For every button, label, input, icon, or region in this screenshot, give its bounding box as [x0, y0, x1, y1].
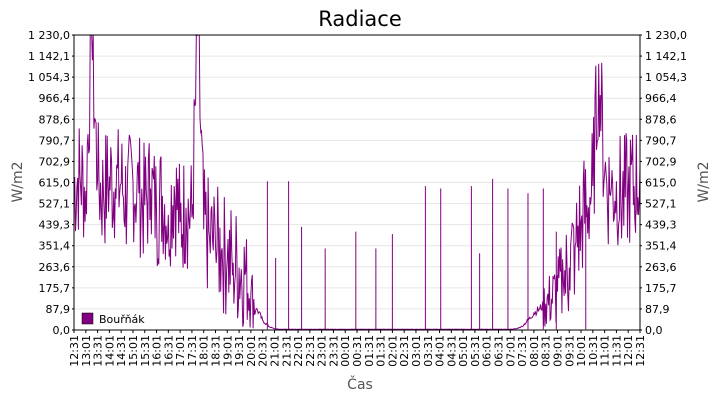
- y-tick-label: 1 142,1: [28, 50, 70, 63]
- y-tick-label: 439,3: [39, 219, 71, 232]
- y-tick-label-right: 87,9: [645, 303, 670, 316]
- y-tick-label: 527,1: [39, 198, 71, 211]
- y-tick-label: 615,0: [39, 177, 71, 190]
- x-tick-label: 16:31: [162, 335, 175, 367]
- x-tick-label: 17:01: [174, 335, 187, 367]
- y-tick-label-right: 966,4: [645, 92, 677, 105]
- y-tick-label: 0,0: [53, 324, 71, 337]
- x-tick-label: 06:01: [481, 335, 494, 367]
- x-tick-label: 19:01: [221, 335, 234, 367]
- y-tick-label: 87,9: [46, 303, 71, 316]
- x-tick-label: 03:01: [410, 335, 423, 367]
- legend: Bouřňák: [81, 312, 145, 326]
- y-tick-label: 790,7: [39, 134, 71, 147]
- x-tick-label: 02:01: [386, 335, 399, 367]
- y-axis-title-right: W/m2: [696, 161, 712, 202]
- y-tick-label: 263,6: [39, 261, 71, 274]
- x-tick-label: 17:31: [186, 335, 199, 367]
- x-tick-label: 14:31: [115, 335, 128, 367]
- y-tick-label-right: 0,0: [645, 324, 663, 337]
- y-tick-label: 702,9: [39, 155, 71, 168]
- x-tick-label: 13:31: [92, 335, 105, 367]
- y-axis-right: 0,0 87,9 175,7 263,6 351,4 439,3 527,1 615,0 702…: [640, 29, 687, 337]
- y-tick-label-right: 351,4: [645, 240, 677, 253]
- x-tick-label: 10:31: [587, 335, 600, 367]
- x-axis-title: Čas: [347, 375, 373, 393]
- x-tick-label: 10:01: [575, 335, 588, 367]
- y-tick-label-right: 615,0: [645, 177, 677, 190]
- x-tick-label: 01:31: [375, 335, 388, 367]
- x-tick-label: 08:31: [540, 335, 553, 367]
- x-tick-label: 04:31: [445, 335, 458, 367]
- x-tick-label: 11:01: [599, 335, 612, 367]
- x-tick-label: 01:31: [363, 335, 376, 367]
- x-tick-label: 02:31: [398, 335, 411, 367]
- x-tick-label: 07:31: [516, 335, 529, 367]
- x-tick-label: 09:01: [551, 335, 564, 367]
- x-tick-label: 15:31: [139, 335, 152, 367]
- y-tick-label-right: 527,1: [645, 198, 677, 211]
- legend-label: Bouřňák: [99, 313, 145, 326]
- x-tick-label: 20:31: [257, 335, 270, 367]
- x-tick-label: 06:31: [493, 335, 506, 367]
- y-tick-label: 175,7: [39, 282, 71, 295]
- x-tick-label: 05:31: [469, 335, 482, 367]
- x-tick-label: 23:31: [327, 335, 340, 367]
- x-tick-label: 12:01: [622, 335, 635, 367]
- y-tick-label: 1 230,0: [28, 29, 70, 42]
- y-tick-label-right: 1 054,3: [645, 71, 687, 84]
- x-tick-label: 18:01: [198, 335, 211, 367]
- y-tick-label: 966,4: [39, 92, 71, 105]
- x-tick-label: 08:01: [528, 335, 541, 367]
- x-tick-label: 15:01: [127, 335, 140, 367]
- x-tick-label: 07:01: [504, 335, 517, 367]
- series-line-bournak: [73, 34, 641, 330]
- series-area: [73, 34, 641, 330]
- x-tick-label: 11:31: [610, 335, 623, 367]
- x-tick-label: 23:01: [316, 335, 329, 367]
- x-tick-label: 14:01: [103, 335, 116, 367]
- y-axis-title-left: W/m2: [10, 161, 26, 202]
- y-tick-label: 878,6: [39, 113, 71, 126]
- x-tick-label: 16:01: [151, 335, 164, 367]
- x-tick-label: 00:31: [351, 335, 364, 367]
- y-tick-label-right: 1 142,1: [645, 50, 687, 63]
- x-tick-label: 03:31: [422, 335, 435, 367]
- chart-title: Radiace: [318, 7, 402, 31]
- y-tick-label-right: 439,3: [645, 219, 677, 232]
- y-tick-label-right: 878,6: [645, 113, 677, 126]
- y-tick-label-right: 702,9: [645, 155, 677, 168]
- x-tick-label: 05:01: [457, 335, 470, 367]
- y-axis-left: 0,0 87,9 175,7 263,6 351,4 439,3 527,1 615,0 702…: [28, 29, 74, 337]
- x-tick-label: 20:01: [245, 335, 258, 367]
- legend-swatch: [81, 312, 94, 325]
- x-tick-label: 22:01: [292, 335, 305, 367]
- x-tick-label: 12:31: [68, 335, 81, 367]
- x-tick-label: 21:01: [268, 335, 281, 367]
- y-tick-label-right: 175,7: [645, 282, 677, 295]
- y-tick-label-right: 263,6: [645, 261, 677, 274]
- y-tick-label: 351,4: [39, 240, 71, 253]
- x-tick-label: 22:31: [304, 335, 317, 367]
- y-tick-label-right: 790,7: [645, 134, 677, 147]
- x-tick-label: 09:31: [563, 335, 576, 367]
- x-tick-label: 04:01: [434, 335, 447, 367]
- y-tick-label-right: 1 230,0: [645, 29, 687, 42]
- grid-lines: [74, 55, 640, 310]
- x-tick-label: 21:31: [280, 335, 293, 367]
- x-axis: 12:3113:0113:3114:0114:3115:0115:3116:01…: [68, 330, 647, 367]
- y-tick-label: 1 054,3: [28, 71, 70, 84]
- x-tick-label: 18:31: [210, 335, 223, 367]
- x-tick-label: 19:31: [233, 335, 246, 367]
- x-tick-label: 12:31: [634, 335, 647, 367]
- x-tick-label: 00:01: [339, 335, 352, 367]
- x-tick-label: 13:01: [80, 335, 93, 367]
